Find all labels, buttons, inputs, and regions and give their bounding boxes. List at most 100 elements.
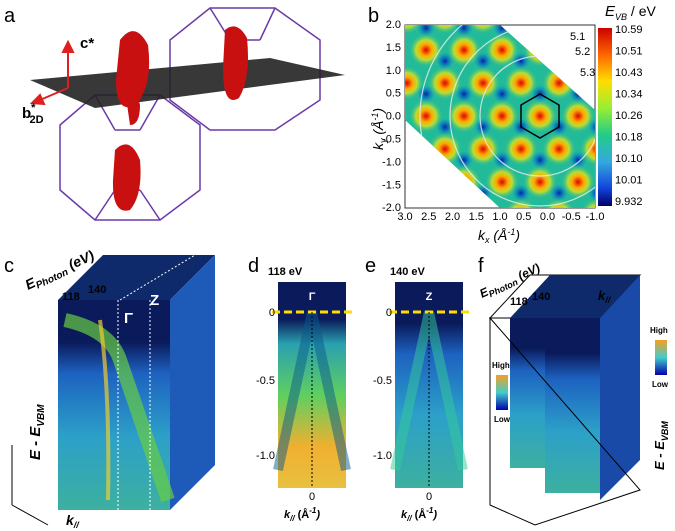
- colorbar-tick: 10.18: [615, 132, 643, 144]
- colorbar-tick: 10.01: [615, 175, 643, 187]
- y-tick-label: -1.0: [382, 156, 401, 168]
- intensity-spot: [504, 66, 538, 100]
- low-label: Low: [652, 380, 669, 389]
- intensity-spot: [504, 132, 538, 166]
- sub: VB: [615, 12, 627, 22]
- intensity-spot: [405, 66, 424, 100]
- k: k: [598, 288, 606, 303]
- intensity-spot: [580, 132, 595, 166]
- y-tick-label: 0.0: [386, 111, 401, 123]
- sub: //: [73, 520, 81, 530]
- y-tick-label: 1.0: [386, 65, 401, 77]
- y-tick-label: -0.5: [382, 134, 401, 146]
- e: E - E: [652, 441, 667, 470]
- slice: [545, 318, 600, 493]
- intensity-spot: [447, 99, 481, 133]
- panel-label: b: [368, 5, 379, 27]
- intensity-bar: [496, 375, 508, 410]
- y-tick-label: -1.0: [256, 450, 275, 462]
- k-label: k//: [598, 288, 612, 305]
- sub: //: [406, 514, 412, 523]
- sub: //: [604, 295, 612, 305]
- low-label: Low: [494, 415, 511, 424]
- point-label: Γ: [309, 291, 316, 303]
- intensity-spot: [409, 165, 443, 199]
- intensity-spot: [466, 132, 500, 166]
- y-tick-label: -1.0: [373, 450, 392, 462]
- intensity-dip: [455, 25, 473, 37]
- panel-a: a c* b* 2D: [4, 5, 345, 221]
- colorbar: [598, 28, 612, 206]
- decoration: [223, 26, 248, 100]
- intensity-spot: [485, 33, 519, 67]
- intensity-spot: [580, 198, 595, 208]
- intensity-dip: [436, 184, 454, 202]
- k: k: [370, 142, 386, 150]
- x-tick-label: 2.5: [421, 211, 436, 223]
- intensity-spot: [561, 99, 595, 133]
- b: b: [22, 105, 31, 122]
- intensity-spot: [523, 33, 557, 67]
- b-sup: *: [31, 102, 36, 114]
- k: k: [401, 509, 408, 521]
- contour-label: 5.3: [580, 67, 595, 79]
- decoration: [139, 189, 161, 221]
- decoration: [117, 254, 196, 510]
- energy-tick: 118: [510, 296, 528, 308]
- x-tick-label: 1.5: [469, 211, 484, 223]
- intensity-spot: [409, 99, 443, 133]
- colorbar-tick: 10.51: [615, 46, 643, 58]
- panel-d: d 118 eV Γ 0 -0.5 -1.0 0 k// (Å-1): [248, 255, 352, 523]
- unit: / eV: [627, 3, 656, 19]
- x-axis-label: k// (Å-1): [401, 506, 437, 523]
- intensity-spot: [466, 25, 500, 34]
- band: [273, 310, 351, 472]
- intensity-bar: [655, 340, 667, 375]
- gamma-label: Γ: [124, 310, 133, 327]
- intensity-spot: [542, 132, 576, 166]
- decoration: [169, 7, 321, 131]
- unit: (Å: [490, 227, 508, 243]
- slice-side: [600, 275, 640, 500]
- intensity-dip: [531, 25, 549, 37]
- intensity-spot: [523, 165, 557, 199]
- decoration: [29, 93, 46, 106]
- band: [390, 310, 468, 472]
- intensity-spot: [542, 198, 576, 208]
- decoration: [11, 445, 49, 526]
- decoration: 10.59 10.51 10.43 10.34 10.26 10.18 10.10 10.01…: [615, 24, 643, 208]
- side-face: [170, 255, 215, 510]
- colorbar-tick: 9.932: [615, 196, 643, 208]
- x-tick-label: -0.5: [562, 211, 581, 223]
- panel-label: c: [4, 255, 14, 277]
- sub: VBM: [36, 404, 47, 427]
- z-label: Z: [150, 292, 159, 309]
- x-tick-label: 0.0: [540, 211, 555, 223]
- panel-c: c EPhoton (eV) 118 140 Γ Z E - EVBM k//: [4, 247, 215, 530]
- k: k: [284, 509, 291, 521]
- band: [98, 319, 111, 501]
- x-axis-label: k//: [66, 512, 80, 530]
- colorbar-title: EVB / eV: [605, 3, 656, 22]
- high-label: High: [492, 361, 510, 370]
- decoration: [61, 39, 75, 53]
- panel-label: d: [248, 255, 259, 277]
- close: ): [315, 509, 320, 521]
- decoration: [419, 25, 595, 208]
- x-tick-label: -1.0: [586, 211, 605, 223]
- decoration: [119, 254, 196, 301]
- energy-tick: 140: [532, 291, 550, 303]
- y-tick-label: 2.0: [386, 19, 401, 31]
- unit: (Å: [295, 508, 310, 521]
- c-axis-label: c*: [80, 35, 94, 52]
- contour-label: 5.1: [570, 31, 585, 43]
- panel-label: a: [4, 5, 16, 27]
- intensity-spot: [523, 99, 557, 133]
- x-tick-label: 0.5: [516, 211, 531, 223]
- x-axis-label: kx (Å-1): [478, 227, 520, 245]
- intensity-dip: [417, 151, 435, 169]
- intensity-dip: [550, 52, 568, 70]
- intensity-spot: [485, 99, 519, 133]
